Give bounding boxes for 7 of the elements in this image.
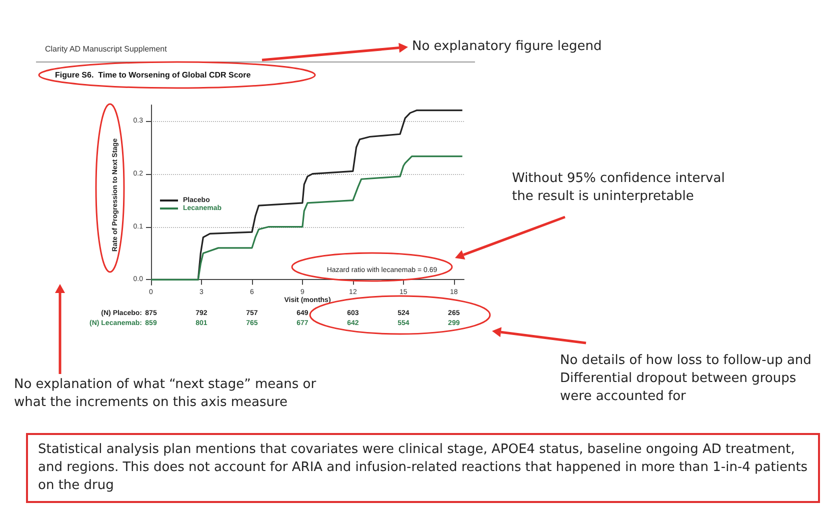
text: No explanatory figure legend [412,38,603,56]
text: No explanation of what “next stage” means or what the increments on this axis measure [14,376,318,412]
text: Without 95% confidence interval the result is uninterpretable [512,170,726,206]
chart-subtitle: Clarity AD Manuscript Supplement [45,44,168,54]
text: Statistical analysis plan mentions that covariates were clinical stage, APOE4 status, baseline ongoing AD treatment, and regions. This does not account for ARIA and infusion-related reactions that happened in more than 1-in-4 patients on the drug [26,433,820,503]
chart-title: Figure S6. Time to Worsening of Global CDR Score [55,70,252,80]
text: No details of how loss to follow-up and Differential dropout between groups were accounted for [560,352,812,406]
